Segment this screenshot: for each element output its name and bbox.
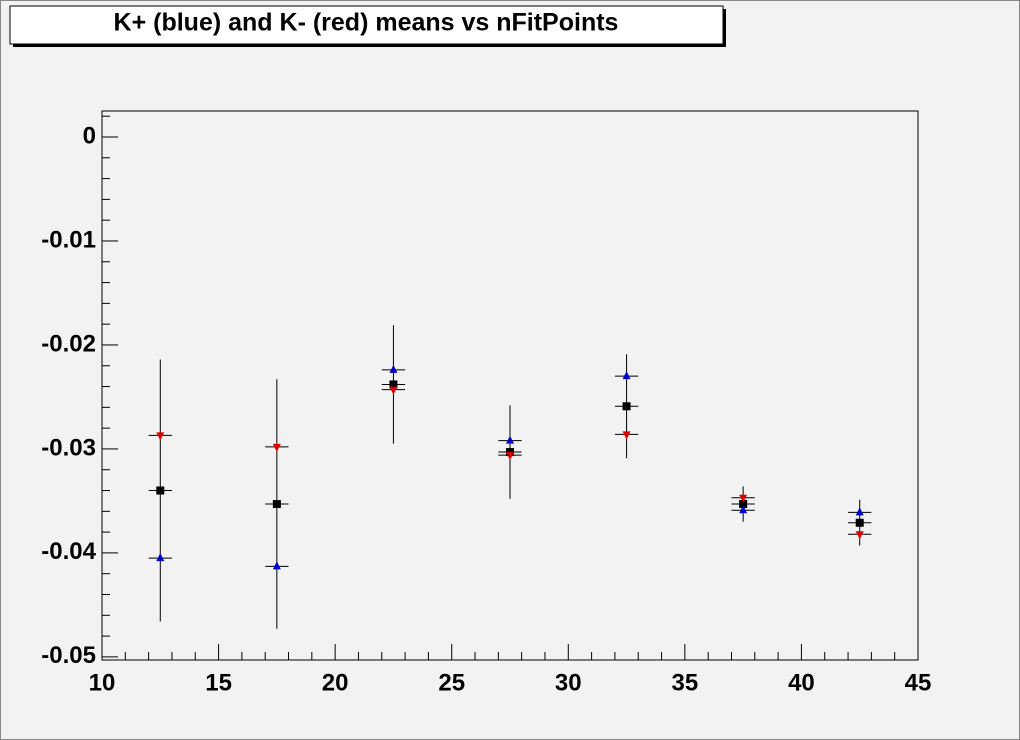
y-tick-label: -0.01 — [41, 226, 96, 253]
point — [622, 371, 631, 380]
y-tick-label: -0.03 — [41, 434, 96, 461]
point — [156, 432, 165, 441]
point — [272, 561, 281, 570]
point — [855, 507, 864, 516]
point — [272, 500, 281, 509]
x-tick-label: 40 — [788, 669, 815, 696]
point — [739, 505, 748, 514]
y-tick-label: -0.02 — [41, 330, 96, 357]
point — [506, 452, 514, 461]
point — [739, 494, 748, 503]
chart-title: K+ (blue) and K- (red) means vs nFitPoin… — [114, 9, 619, 37]
point — [855, 531, 864, 540]
point — [389, 364, 398, 373]
point — [855, 518, 864, 527]
y-tick-label: -0.04 — [41, 538, 96, 565]
point — [272, 443, 281, 452]
point — [622, 402, 631, 411]
point — [622, 431, 631, 440]
point — [156, 486, 165, 495]
x-tick-label: 20 — [322, 669, 349, 696]
point — [389, 380, 398, 389]
y-tick-label: 0 — [83, 122, 96, 149]
x-tick-label: 35 — [672, 669, 699, 696]
x-tick-label: 30 — [555, 669, 582, 696]
point — [739, 500, 748, 509]
x-tick-label: 10 — [89, 669, 116, 696]
point — [506, 448, 514, 457]
point — [506, 435, 514, 444]
y-tick-label: -0.05 — [41, 642, 96, 669]
point — [389, 386, 398, 395]
plot-frame — [101, 110, 919, 661]
x-tick-label: 25 — [438, 669, 465, 696]
point — [156, 553, 165, 562]
x-tick-label: 45 — [905, 669, 932, 696]
x-tick-label: 15 — [205, 669, 232, 696]
title-box — [9, 5, 724, 45]
